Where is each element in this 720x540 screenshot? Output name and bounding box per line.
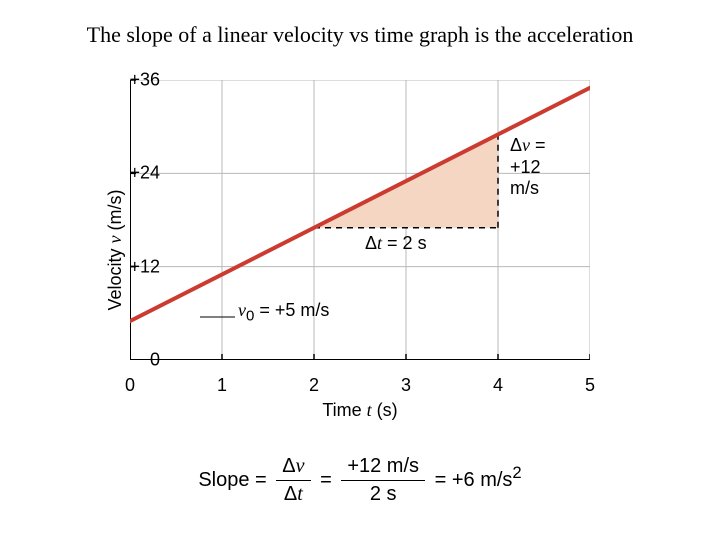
annot-v0-var: v bbox=[238, 300, 246, 320]
chart-svg bbox=[130, 80, 590, 360]
annot-dv-post: = bbox=[530, 135, 546, 155]
annot-dt: Δt = 2 s bbox=[365, 233, 427, 254]
annot-dt-delta: Δ bbox=[365, 233, 377, 253]
formula-frac1-den-pre: Δ bbox=[284, 483, 297, 505]
xtick-0: 0 bbox=[115, 375, 145, 396]
formula-frac2-den: 2 s bbox=[341, 481, 425, 506]
annot-dv-val: +12 bbox=[510, 157, 541, 177]
formula-sup: 2 bbox=[512, 463, 521, 482]
annot-v0-tail: = +5 m/s bbox=[254, 300, 329, 320]
formula-frac1-num-var: v bbox=[296, 455, 305, 477]
annot-dv-unit: m/s bbox=[510, 178, 539, 198]
annot-v0: v0 = +5 m/s bbox=[238, 300, 329, 325]
x-axis-label-unit: (s) bbox=[372, 400, 398, 420]
y-axis-label-var: v bbox=[105, 235, 125, 243]
x-axis-label-text: Time bbox=[322, 400, 366, 420]
ytick-3: +36 bbox=[110, 70, 160, 91]
xtick-1: 1 bbox=[207, 375, 237, 396]
annot-dt-post: = 2 s bbox=[382, 233, 427, 253]
xtick-2: 2 bbox=[299, 375, 329, 396]
formula-frac2-num: +12 m/s bbox=[341, 455, 425, 481]
ytick-0: 0 bbox=[110, 350, 160, 371]
slope-formula: Slope = Δv Δt = +12 m/s 2 s = +6 m/s2 bbox=[0, 455, 720, 506]
velocity-time-chart: Velocity v (m/s) Time t (s) 0 +12 +24 +3… bbox=[130, 80, 630, 420]
formula-lead: Slope = bbox=[198, 469, 266, 491]
xtick-4: 4 bbox=[483, 375, 513, 396]
y-axis-label: Velocity v (m/s) bbox=[105, 189, 126, 310]
formula-frac2: +12 m/s 2 s bbox=[341, 455, 425, 506]
ytick-1: +12 bbox=[110, 256, 160, 277]
annot-dv-var: v bbox=[522, 135, 530, 155]
annot-dv-delta: Δ bbox=[510, 135, 522, 155]
formula-eq2: = +6 m/s bbox=[435, 469, 513, 491]
formula-frac1-num-pre: Δ bbox=[282, 455, 295, 477]
x-axis-label: Time t (s) bbox=[130, 400, 590, 421]
annot-v0-tick bbox=[200, 312, 235, 322]
ytick-2: +24 bbox=[110, 163, 160, 184]
y-axis-label-unit: (m/s) bbox=[105, 189, 125, 235]
annot-dv: Δv = +12 m/s bbox=[510, 135, 546, 200]
formula-eq1: = bbox=[320, 469, 332, 491]
formula-frac1-den-var: t bbox=[297, 483, 303, 505]
formula-frac1: Δv Δt bbox=[276, 455, 310, 506]
xtick-3: 3 bbox=[391, 375, 421, 396]
page-title: The slope of a linear velocity vs time g… bbox=[0, 22, 720, 48]
xtick-5: 5 bbox=[575, 375, 605, 396]
